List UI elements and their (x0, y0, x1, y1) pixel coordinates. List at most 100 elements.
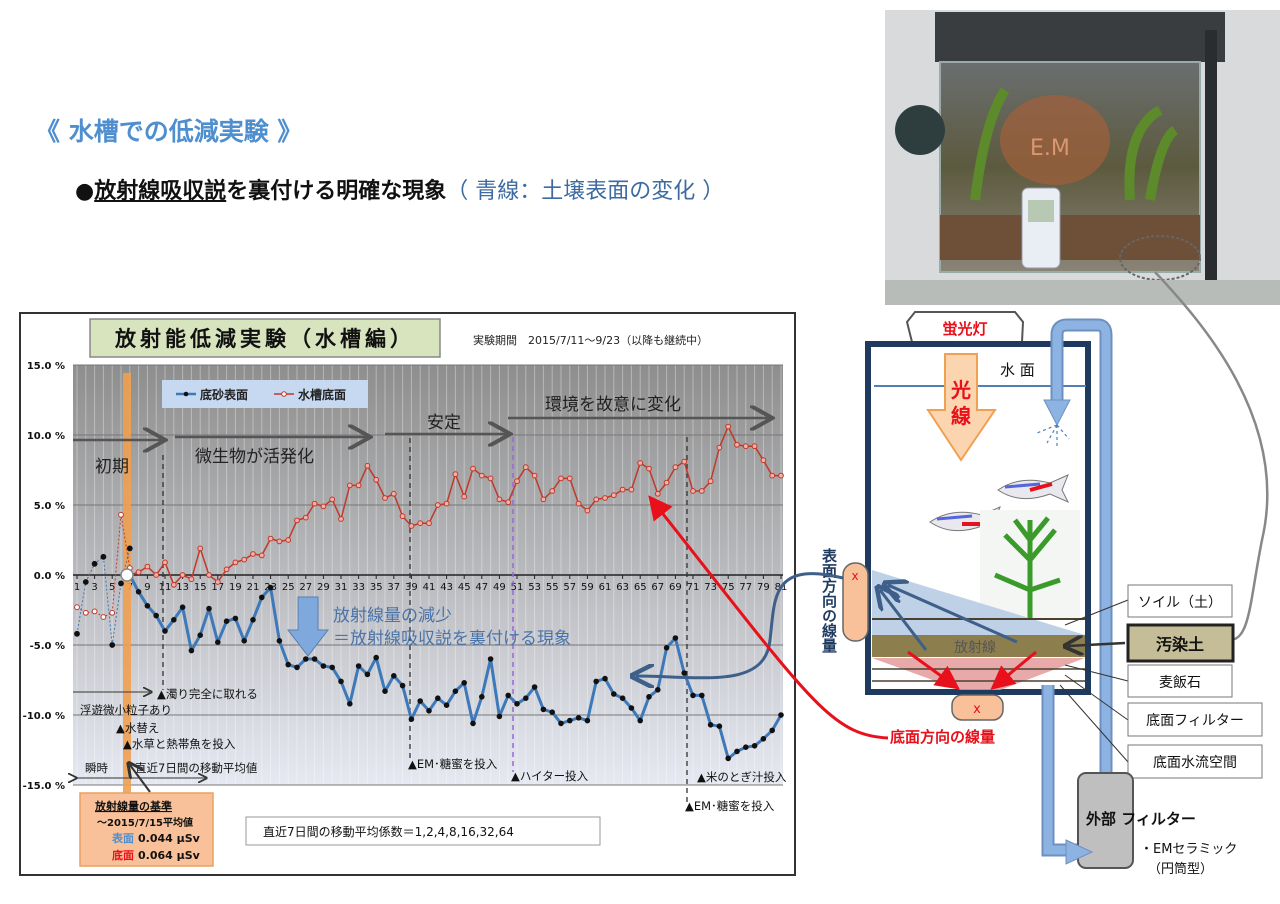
label-contaminated: 汚染土 (1156, 635, 1204, 654)
x-tick-label: 21 (247, 582, 260, 593)
radiation-arrow-surface (888, 585, 1018, 644)
x-tick-label: 55 (546, 582, 559, 593)
leader-arrow (1068, 643, 1126, 646)
data-point (558, 720, 564, 727)
baseline-pointer-arrow (130, 765, 151, 793)
data-point (294, 517, 300, 524)
label-box-bottom-filter (1127, 702, 1263, 737)
data-point (619, 695, 626, 702)
x-tick-label: 51 (511, 582, 524, 593)
x-tick-label: 49 (493, 582, 506, 593)
x-tick-label: 17 (211, 582, 224, 593)
y-tick-label: 5.0 % (34, 501, 65, 512)
data-point (162, 559, 168, 566)
phase-label: 安定 (427, 413, 461, 433)
photo-pump (895, 105, 945, 155)
data-point (496, 713, 503, 720)
legend-marker (183, 391, 189, 397)
x-tick-label: 19 (229, 582, 242, 593)
data-point (179, 604, 186, 611)
x-tick-label: 5 (109, 582, 115, 593)
x-tick-label: 67 (651, 582, 664, 593)
data-point (725, 755, 732, 762)
slide-subheading: ●放射線吸収説を裏付ける明確な現象（ 青線：土壌表面の変化 ） (75, 173, 724, 205)
data-point (364, 462, 371, 469)
x-tick-label: 3 (91, 582, 97, 593)
light-label: 線 (951, 404, 971, 428)
subheading-note: （ 青線：土壌表面の変化 ） (446, 179, 725, 204)
data-point (496, 496, 503, 503)
data-point (311, 656, 318, 662)
data-point (699, 692, 705, 699)
photo-highlight-circle (1119, 235, 1201, 281)
data-point (267, 584, 274, 591)
data-point (725, 423, 732, 430)
annotation: 瞬時 (85, 761, 108, 775)
data-point-initial (91, 608, 98, 615)
data-point (144, 563, 151, 570)
data-point (487, 475, 494, 482)
data-point (716, 723, 723, 730)
data-point (206, 572, 212, 578)
radiation-arrow-bottom (907, 650, 960, 690)
photo-tank-lid (935, 12, 1225, 62)
data-point (584, 717, 591, 724)
x-tick-label: 61 (599, 582, 612, 593)
data-point (540, 706, 547, 713)
data-point (241, 638, 247, 644)
data-point (399, 682, 406, 689)
annotation: ▲ハイター投入 (511, 769, 589, 783)
data-point (408, 716, 415, 723)
legend-label-bottom: 水槽底面 (298, 387, 346, 402)
data-point (646, 694, 652, 700)
data-point (303, 656, 309, 662)
data-point (769, 727, 776, 734)
water-inflow-arrow-icon (1043, 399, 1071, 427)
chart: 放射能低減実験（水槽編） 実験期間 2015/7/11～9/23（以降も継続中）… (19, 312, 796, 876)
fish-icon (997, 474, 1070, 504)
data-point (769, 472, 776, 479)
data-point (452, 471, 459, 478)
radiation-arrow-bottom (990, 650, 1037, 690)
data-point-initial (82, 609, 89, 616)
external-filter-label: 外部 フィルター (1085, 810, 1196, 828)
external-filter (1077, 772, 1134, 869)
data-point (250, 617, 256, 623)
baseline-surface-value: 0.044 µSv (138, 832, 201, 845)
data-point (514, 701, 520, 707)
y-tick-label: -10.0 % (23, 711, 65, 722)
data-point (170, 581, 177, 588)
annotation: 浮遊微小粒子あり (80, 703, 172, 717)
data-point-initial (126, 545, 133, 552)
data-point (628, 705, 635, 711)
data-point (549, 488, 556, 494)
chart-series (74, 423, 784, 762)
baseline-bottom-label: 底面 (112, 848, 134, 862)
data-point (602, 675, 608, 682)
annotation: ▲米のとぎ汁投入 (697, 770, 787, 784)
data-point (575, 500, 582, 507)
data-point (373, 476, 380, 483)
data-point (558, 475, 564, 482)
data-point (171, 617, 177, 623)
x-tick-label: 35 (370, 582, 383, 593)
chart-title: 放射能低減実験（水槽編） (114, 327, 415, 351)
data-point (690, 488, 696, 494)
em-ceramic-label: ・EMセラミック (1140, 842, 1237, 857)
data-point (531, 472, 538, 479)
x-tick-label: 45 (458, 582, 471, 593)
data-point (690, 692, 696, 699)
data-point-initial (109, 642, 116, 648)
data-point (206, 605, 212, 612)
data-point (654, 490, 661, 497)
x-mark: x (851, 569, 858, 583)
data-point (197, 545, 204, 552)
data-point (698, 488, 705, 494)
baseline-date: ～2015/7/15平均値 (97, 816, 193, 829)
x-tick-label: 43 (440, 582, 453, 593)
data-point (135, 589, 142, 595)
x-tick-label: 47 (475, 582, 488, 593)
data-point (390, 490, 397, 497)
data-point (258, 552, 265, 559)
data-point (417, 520, 424, 527)
